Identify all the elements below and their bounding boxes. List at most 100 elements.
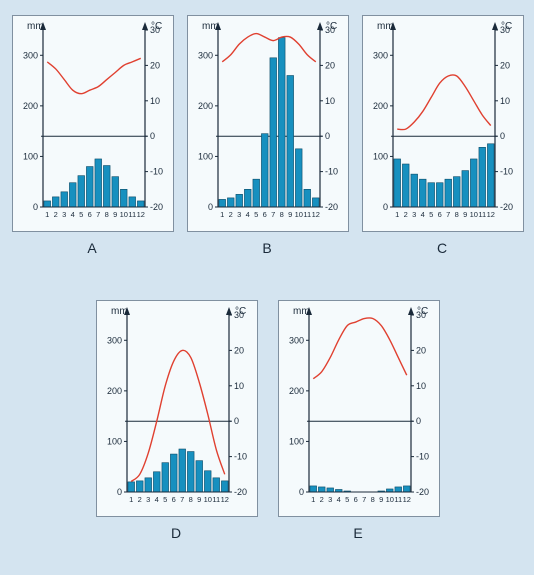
svg-text:5: 5	[163, 495, 167, 504]
svg-text:20: 20	[234, 345, 244, 355]
svg-text:7: 7	[96, 210, 100, 219]
precip-bar	[394, 159, 401, 207]
svg-text:5: 5	[429, 210, 433, 219]
svg-text:2: 2	[229, 210, 233, 219]
svg-text:2: 2	[404, 210, 408, 219]
svg-text:3: 3	[237, 210, 241, 219]
svg-text:8: 8	[105, 210, 109, 219]
svg-text:6: 6	[263, 210, 267, 219]
svg-text:0: 0	[325, 131, 330, 141]
svg-text:1: 1	[129, 495, 133, 504]
svg-text:10: 10	[325, 96, 335, 106]
precip-bar	[153, 472, 160, 492]
precip-bar	[403, 486, 410, 492]
svg-text:100: 100	[23, 151, 38, 161]
svg-text:7: 7	[362, 495, 366, 504]
svg-text:8: 8	[280, 210, 284, 219]
svg-text:11: 11	[394, 495, 402, 504]
chart-letter-label: E	[278, 525, 438, 541]
svg-text:100: 100	[107, 436, 122, 446]
svg-text:-10: -10	[234, 452, 247, 462]
svg-text:300: 300	[373, 50, 388, 60]
precip-bar	[419, 179, 426, 207]
svg-text:-10: -10	[325, 167, 338, 177]
precip-bar	[120, 189, 127, 207]
chart-svg: 0100200300-20-100102030123456789101112mm…	[13, 16, 173, 231]
svg-text:0: 0	[33, 202, 38, 212]
svg-text:20: 20	[150, 60, 160, 70]
mm-axis-label: mm	[377, 21, 394, 32]
svg-text:-20: -20	[150, 202, 163, 212]
svg-text:8: 8	[189, 495, 193, 504]
svg-text:5: 5	[254, 210, 258, 219]
svg-text:4: 4	[246, 210, 250, 219]
svg-text:0: 0	[500, 131, 505, 141]
svg-text:0: 0	[383, 202, 388, 212]
precip-bar	[244, 189, 251, 207]
precip-bar	[137, 201, 144, 207]
precip-bar	[129, 197, 136, 207]
svg-text:3: 3	[146, 495, 150, 504]
svg-text:0: 0	[416, 416, 421, 426]
precip-bar	[136, 481, 143, 492]
svg-text:100: 100	[289, 436, 304, 446]
precip-bar	[213, 478, 220, 492]
svg-text:10: 10	[150, 96, 160, 106]
precip-bar	[61, 192, 68, 207]
precip-bar	[462, 171, 469, 207]
svg-text:-20: -20	[416, 487, 429, 497]
svg-text:1: 1	[395, 210, 399, 219]
chart-letter-label: C	[362, 240, 522, 256]
climate-chart-D: 0100200300-20-100102030123456789101112mm…	[96, 300, 258, 517]
precip-bar	[103, 166, 110, 207]
svg-text:7: 7	[271, 210, 275, 219]
svg-text:20: 20	[325, 60, 335, 70]
svg-text:1: 1	[220, 210, 224, 219]
svg-text:7: 7	[180, 495, 184, 504]
precip-bar	[479, 147, 486, 207]
svg-text:4: 4	[337, 495, 341, 504]
precip-bar	[95, 159, 102, 207]
precip-bar	[395, 487, 402, 492]
svg-text:-20: -20	[325, 202, 338, 212]
page: 0100200300-20-100102030123456789101112mm…	[0, 0, 534, 575]
svg-text:200: 200	[198, 101, 213, 111]
climate-chart-C: 0100200300-20-100102030123456789101112mm…	[362, 15, 524, 232]
precip-bar	[487, 144, 494, 207]
svg-text:-10: -10	[500, 167, 513, 177]
svg-text:11: 11	[212, 495, 220, 504]
temp-line	[47, 58, 141, 93]
precip-bar	[327, 488, 334, 492]
precip-bar	[219, 199, 226, 207]
svg-text:300: 300	[23, 50, 38, 60]
precip-bar	[44, 201, 51, 207]
svg-text:4: 4	[421, 210, 425, 219]
temp-line	[313, 318, 407, 379]
mm-axis-label: mm	[27, 21, 44, 32]
svg-text:6: 6	[438, 210, 442, 219]
chart-letter-label: A	[12, 240, 172, 256]
svg-text:-10: -10	[150, 167, 163, 177]
svg-text:11: 11	[128, 210, 136, 219]
svg-text:10: 10	[386, 495, 394, 504]
climate-chart-B: 0100200300-20-100102030123456789101112mm…	[187, 15, 349, 232]
svg-text:200: 200	[23, 101, 38, 111]
temp-line	[222, 34, 316, 62]
chart-svg: 0100200300-20-100102030123456789101112mm…	[363, 16, 523, 231]
precip-bar	[221, 481, 228, 492]
svg-text:8: 8	[371, 495, 375, 504]
svg-text:11: 11	[303, 210, 311, 219]
chart-svg: 0100200300-20-100102030123456789101112mm…	[188, 16, 348, 231]
precip-bar	[204, 471, 211, 492]
svg-text:10: 10	[416, 381, 426, 391]
precip-bar	[78, 176, 85, 207]
svg-text:0: 0	[117, 487, 122, 497]
mm-axis-label: mm	[293, 306, 310, 317]
svg-text:100: 100	[373, 151, 388, 161]
celsius-axis-label: °C	[235, 306, 246, 317]
precip-bar	[227, 198, 234, 207]
precip-bar	[318, 487, 325, 492]
precip-bar	[86, 167, 93, 207]
chart-svg: 0100200300-20-100102030123456789101112mm…	[97, 301, 257, 516]
precip-bar	[310, 486, 317, 492]
